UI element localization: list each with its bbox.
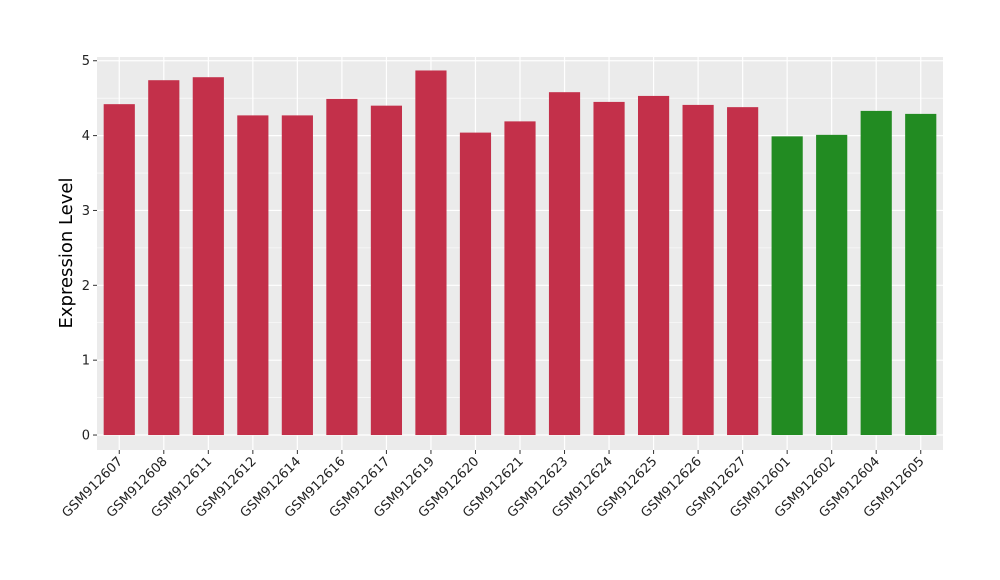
bar — [593, 101, 625, 436]
bar — [727, 107, 759, 436]
bar — [281, 115, 313, 436]
bar — [860, 110, 892, 436]
bar — [771, 136, 803, 436]
y-tick-label: 0 — [82, 429, 90, 444]
x-axis: GSM912607GSM912608GSM912611GSM912612GSM9… — [60, 450, 928, 521]
bar — [103, 104, 135, 436]
y-tick-label: 4 — [82, 129, 90, 144]
y-axis-title: Expression Level — [56, 178, 77, 329]
bar — [548, 92, 581, 436]
bar — [148, 80, 180, 436]
y-axis: 0 1 2 3 4 5 — [82, 54, 97, 444]
y-tick-label: 5 — [82, 54, 90, 69]
bar — [682, 104, 714, 436]
bar — [459, 132, 492, 436]
bar — [370, 105, 403, 436]
bars — [103, 70, 937, 436]
y-tick-label: 3 — [82, 204, 90, 219]
bar — [192, 77, 224, 436]
bar — [637, 95, 670, 436]
bar — [816, 134, 848, 436]
bar — [415, 70, 447, 436]
y-tick-label: 1 — [82, 354, 90, 369]
y-tick-label: 2 — [82, 279, 90, 294]
bar — [905, 113, 937, 436]
bar — [504, 121, 536, 436]
bar — [237, 115, 269, 436]
bar — [326, 98, 358, 436]
